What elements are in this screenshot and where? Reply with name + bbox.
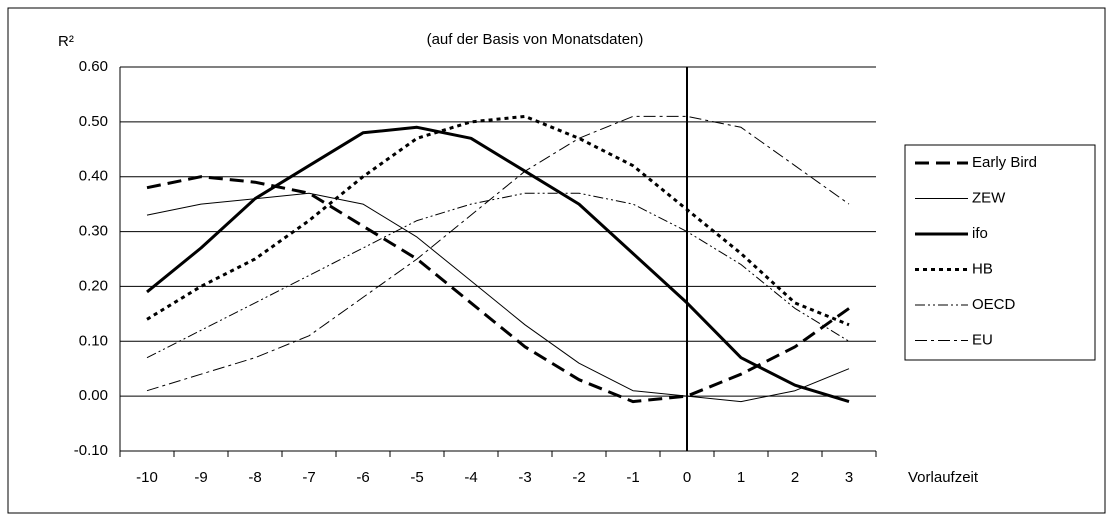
y-tick-label: -0.10 xyxy=(74,442,108,459)
x-tick-label: 0 xyxy=(683,469,691,486)
y-tick-label: 0.50 xyxy=(79,113,108,130)
y-tick-label: 0.40 xyxy=(79,168,108,185)
x-tick-label: -2 xyxy=(572,469,585,486)
x-tick-label: -1 xyxy=(626,469,639,486)
x-tick-label: -10 xyxy=(136,469,158,486)
x-tick-label: 3 xyxy=(845,469,853,486)
x-tick-label: -8 xyxy=(248,469,261,486)
x-tick-label: -9 xyxy=(194,469,207,486)
legend-label: ifo xyxy=(972,225,988,242)
series-line xyxy=(146,115,850,392)
x-tick-label: 1 xyxy=(737,469,745,486)
series-line xyxy=(146,192,850,359)
x-tick-label: -4 xyxy=(464,469,477,486)
legend-label: Early Bird xyxy=(972,154,1037,171)
x-tick-label: -3 xyxy=(518,469,531,486)
x-tick-label: -5 xyxy=(410,469,423,486)
y-axis-label: R² xyxy=(58,33,74,50)
y-tick-label: 0.00 xyxy=(79,387,108,404)
series-line xyxy=(146,125,850,404)
series-line xyxy=(146,114,850,327)
y-tick-label: 0.60 xyxy=(79,58,108,75)
x-axis-label: Vorlaufzeit xyxy=(908,469,979,486)
series-line xyxy=(146,192,850,403)
x-tick-label: -7 xyxy=(302,469,315,486)
series-line xyxy=(146,175,850,404)
x-tick-label: -6 xyxy=(356,469,369,486)
chart-title: (auf der Basis von Monatsdaten) xyxy=(427,31,644,48)
legend-box xyxy=(904,144,1096,361)
legend-label: OECD xyxy=(972,296,1016,313)
y-tick-label: 0.10 xyxy=(79,332,108,349)
legend-label: HB xyxy=(972,260,993,277)
y-tick-label: 0.20 xyxy=(79,277,108,294)
legend-label: ZEW xyxy=(972,189,1006,206)
legend-label: EU xyxy=(972,331,993,348)
x-tick-label: 2 xyxy=(791,469,799,486)
y-tick-label: 0.30 xyxy=(79,223,108,240)
